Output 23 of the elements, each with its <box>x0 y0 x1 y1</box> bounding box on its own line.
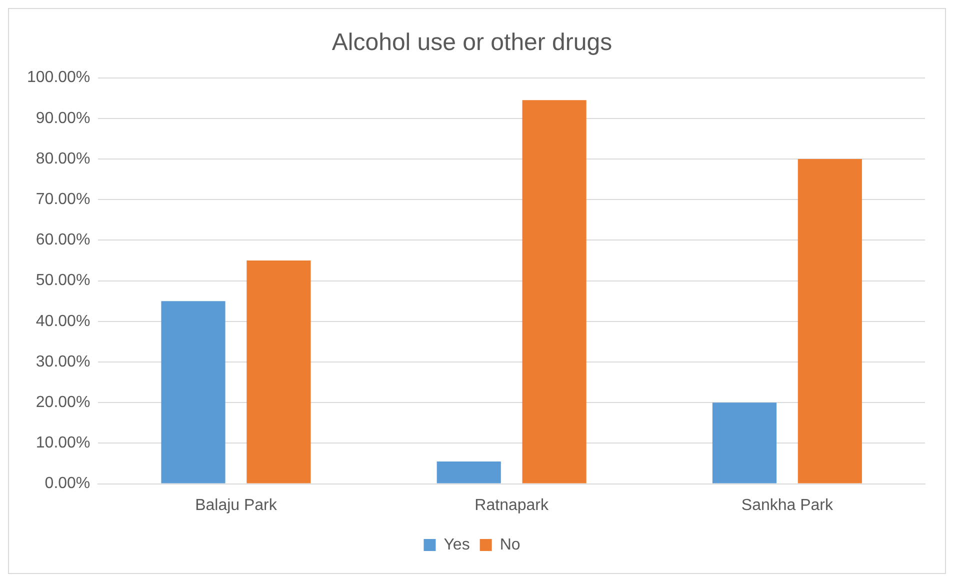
bar <box>161 301 226 484</box>
x-tick-label: Balaju Park <box>195 496 278 514</box>
y-tick-label: 50.00% <box>36 272 90 290</box>
y-tick-label: 100.00% <box>26 69 90 86</box>
legend-label: Yes <box>444 536 470 554</box>
y-tick-label: 80.00% <box>36 150 90 168</box>
y-tick-label: 60.00% <box>36 232 90 249</box>
bar <box>798 159 862 484</box>
y-tick-label: 30.00% <box>36 353 90 370</box>
y-tick-label: 70.00% <box>36 191 90 208</box>
x-tick-label: Sankha Park <box>741 496 834 514</box>
y-tick-label: 10.00% <box>36 434 90 452</box>
chart-title: Alcohol use or other drugs <box>332 29 612 56</box>
bar <box>246 260 311 484</box>
y-tick-label: 0.00% <box>44 475 90 492</box>
y-tick-label: 20.00% <box>36 394 90 412</box>
bar <box>522 100 586 484</box>
y-tick-label: 90.00% <box>36 110 90 127</box>
y-tick-label: 40.00% <box>36 312 90 330</box>
bar <box>712 402 777 484</box>
bar <box>436 461 501 484</box>
x-tick-label: Ratnapark <box>474 496 550 514</box>
legend-label: No <box>500 536 520 554</box>
